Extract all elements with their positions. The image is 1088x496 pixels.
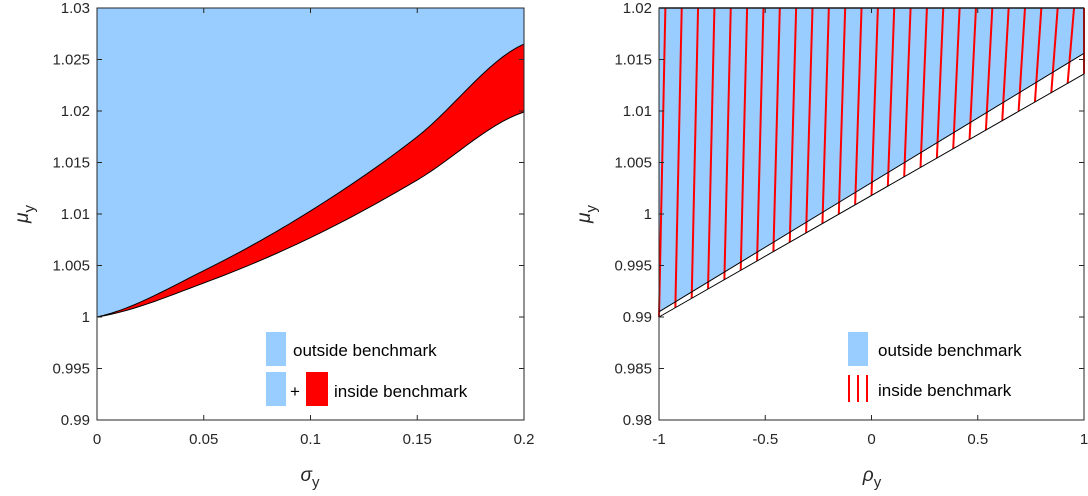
left-legend-label-inside: inside benchmark (334, 382, 468, 401)
left-chart-legend: outside benchmark + inside benchmark (258, 325, 518, 413)
left-chart-ticks: 0 0.05 0.1 0.15 0.2 0.99 0.995 1 1.005 1.01 1.015 1… (52, 0, 534, 448)
left-chart-y-axis-label: μy (12, 205, 38, 224)
inside-benchmark-hatch (658, 7, 1085, 318)
hatch-line (952, 7, 961, 149)
x-tick-label: 0 (93, 431, 101, 448)
hatch-line (854, 7, 863, 205)
hatch-line (968, 7, 977, 140)
right-chart-area-fills (658, 7, 1085, 318)
x-tick-label: 0 (867, 431, 875, 448)
hatch-line (821, 7, 830, 224)
right-chart-y-axis-label: μy (574, 205, 600, 224)
x-tick-label: -0.5 (752, 431, 778, 448)
y-tick-label: 1.005 (52, 258, 90, 275)
right-legend-label-inside: inside benchmark (878, 381, 1012, 400)
y-tick-label: 1 (82, 309, 90, 326)
y-tick-label: 1.03 (61, 0, 90, 17)
hatch-line (1017, 7, 1026, 112)
right-legend-label-outside: outside benchmark (878, 341, 1022, 360)
hatch-line (919, 7, 928, 168)
hatch-line (805, 7, 814, 233)
left-legend-background (258, 325, 518, 413)
right-chart-legend: outside benchmark inside benchmark (840, 325, 1076, 413)
right-legend-swatch-inside-hatch (848, 375, 868, 402)
y-tick-label: 1.02 (623, 0, 652, 17)
hatch-line (1066, 7, 1076, 84)
y-tick-label: 1.01 (61, 206, 90, 223)
hatch-line (723, 7, 732, 280)
right-chart-ticks: -1 -0.5 0 0.5 1 0.98 0.985 0.99 0.995 1 1.005 1.01 1… (614, 0, 1088, 448)
hatch-line (870, 7, 879, 196)
hatch-line (1033, 7, 1043, 103)
right-legend-swatch-outside (848, 332, 868, 366)
x-tick-label: 0.15 (403, 431, 432, 448)
x-tick-label: 0.2 (514, 431, 535, 448)
y-tick-label: 0.995 (52, 361, 90, 378)
y-tick-label: 1.01 (623, 103, 652, 120)
x-tick-label: 0.05 (189, 431, 218, 448)
right-chart-axes-frame (658, 7, 1085, 421)
hatch-line (886, 7, 896, 187)
y-tick-label: 1 (644, 206, 652, 223)
y-tick-label: 0.98 (623, 412, 652, 429)
hatch-line (772, 7, 781, 252)
outside-benchmark-boundary (96, 43, 525, 318)
hatch-line (707, 7, 716, 289)
hatch-line (903, 7, 912, 177)
x-tick-label: 0.5 (967, 431, 988, 448)
hatch-line (1050, 7, 1059, 93)
y-tick-label: 0.985 (614, 361, 652, 378)
x-tick-label: 1 (1080, 431, 1088, 448)
x-tick-label: 0.1 (300, 431, 321, 448)
hatch-line (756, 7, 765, 261)
left-legend-swatch-outside-2 (266, 372, 286, 406)
outside-benchmark-region (97, 8, 524, 317)
outside-benchmark-region (659, 8, 1084, 312)
left-legend-label-outside: outside benchmark (293, 341, 437, 360)
hatch-line (935, 7, 945, 159)
left-legend-swatch-inside (306, 372, 328, 406)
inside-benchmark-boundary (96, 111, 525, 318)
y-tick-label: 0.99 (61, 412, 90, 429)
left-chart-x-axis-label: σy (301, 465, 320, 491)
hatch-line (984, 7, 994, 131)
y-tick-label: 1.005 (614, 155, 652, 172)
hatch-line (739, 7, 749, 271)
left-chart-area-fills (96, 8, 525, 318)
y-tick-label: 1.025 (52, 52, 90, 69)
y-tick-label: 1.015 (52, 155, 90, 172)
hatch-line (788, 7, 798, 243)
left-chart-axes-frame (96, 7, 525, 421)
x-tick-label: -1 (652, 431, 665, 448)
y-tick-label: 0.99 (623, 309, 652, 326)
y-tick-label: 1.015 (614, 52, 652, 69)
right-legend-background (840, 325, 1076, 413)
hatch-line (674, 7, 683, 308)
inside-benchmark-boundary (658, 73, 1085, 318)
y-tick-label: 0.995 (614, 258, 652, 275)
outside-benchmark-boundary (658, 52, 1085, 313)
hatch-line (837, 7, 847, 215)
left-legend-swatch-outside (266, 332, 286, 366)
left-legend-plus-sign: + (290, 382, 300, 401)
y-tick-label: 1.02 (61, 103, 90, 120)
hatch-line (690, 7, 700, 299)
right-chart-x-axis-label: ρy (862, 465, 882, 491)
left-chart-panel: 0 0.05 0.1 0.15 0.2 0.99 0.995 1 1.005 1.01 1.015 1… (12, 0, 534, 491)
right-chart-panel: -1 -0.5 0 0.5 1 0.98 0.985 0.99 0.995 1 1.005 1.01 1… (574, 0, 1088, 491)
